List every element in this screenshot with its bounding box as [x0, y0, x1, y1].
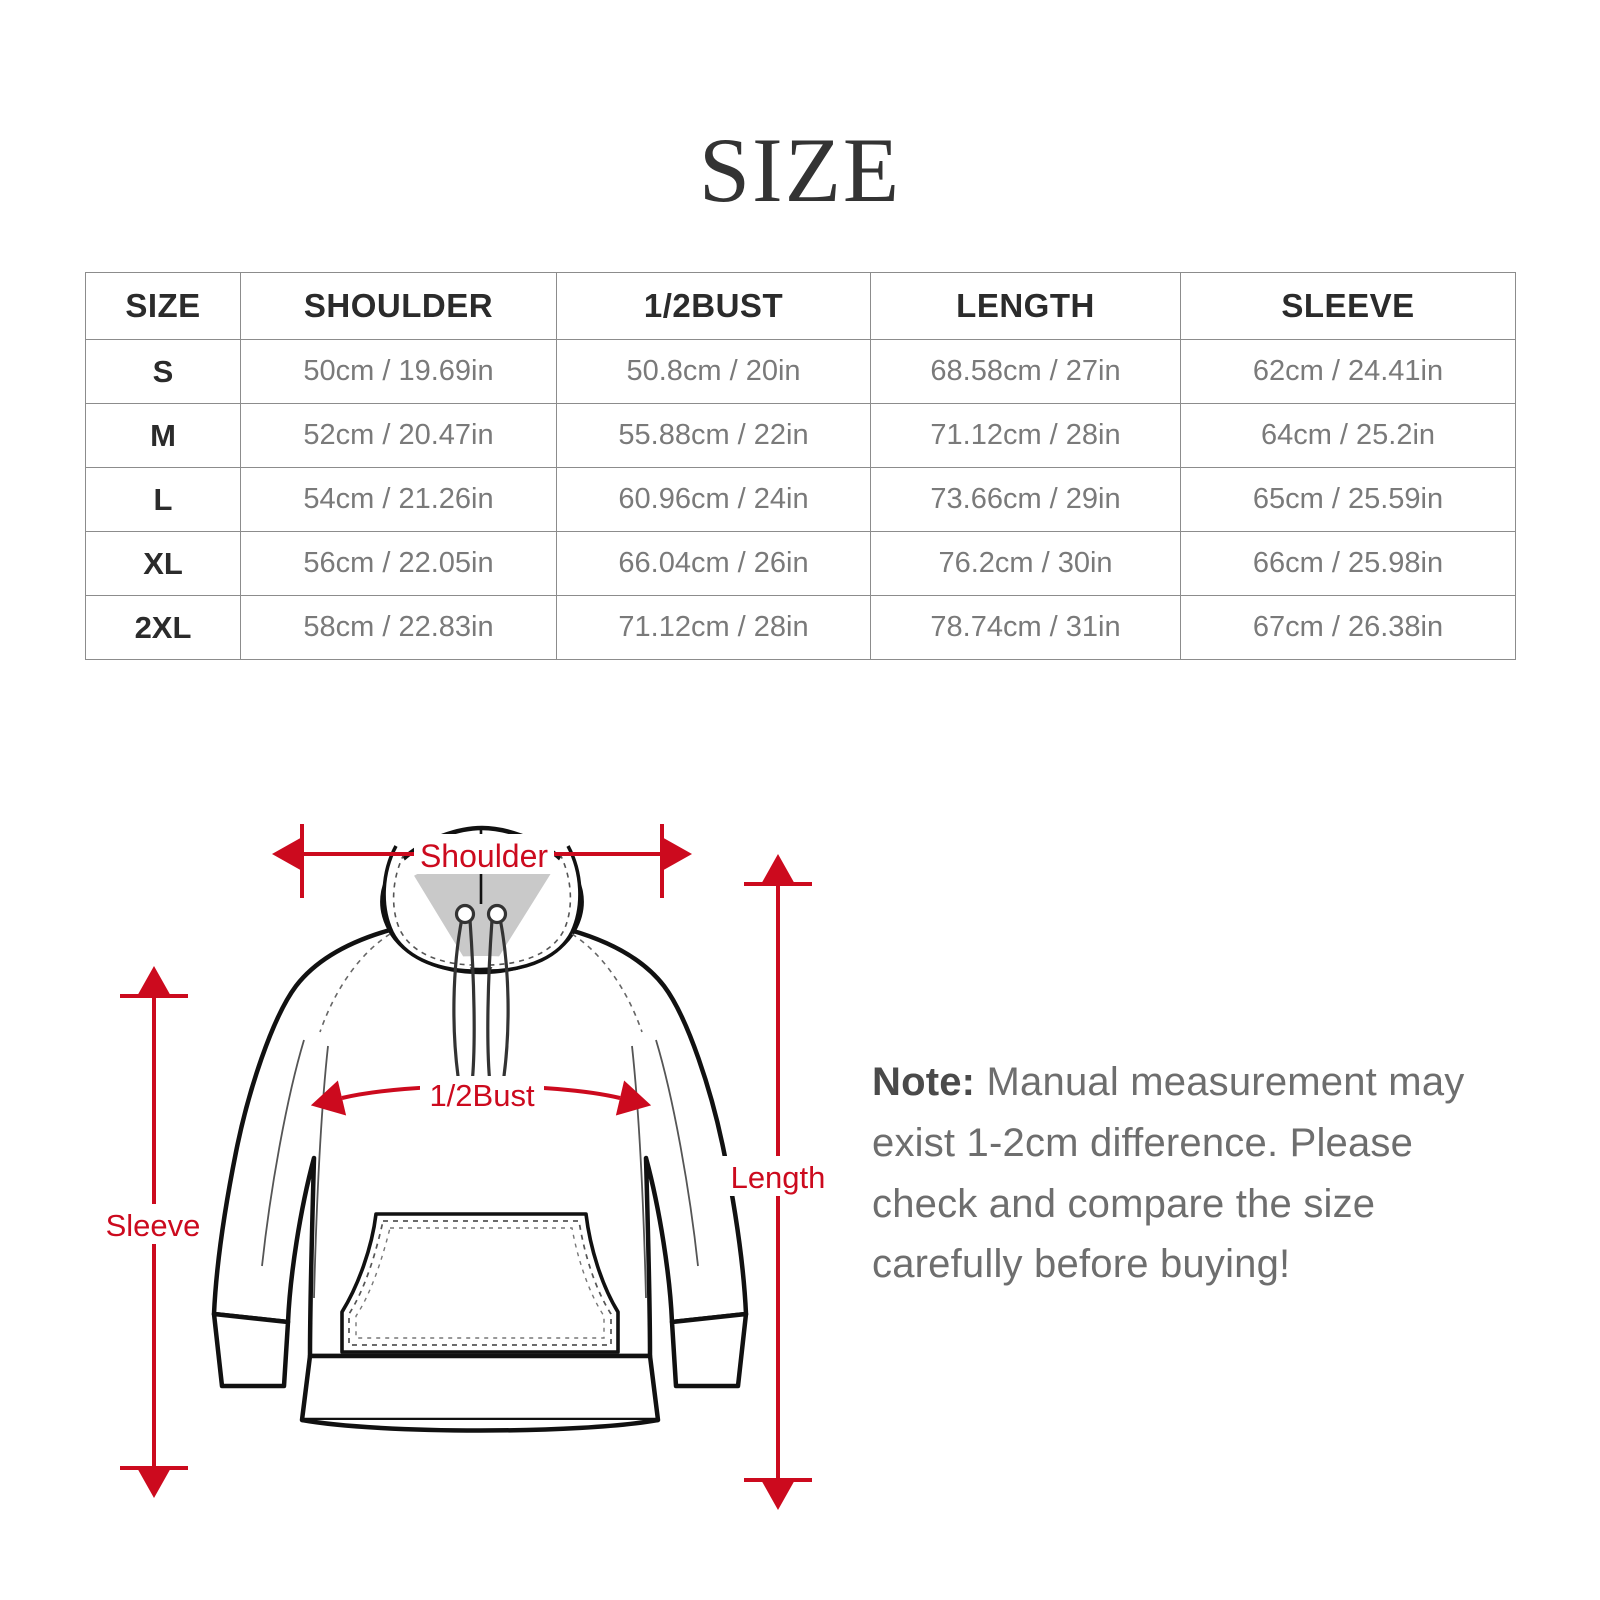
cell-length: 78.74cm / 31in	[870, 595, 1181, 660]
cell-bust: 50.8cm / 20in	[556, 339, 871, 404]
body-drape-left	[313, 1045, 329, 1299]
length-label: Length	[731, 1160, 826, 1195]
note-label: Note:	[872, 1060, 976, 1104]
table-header-row: SIZE SHOULDER 1/2BUST LENGTH SLEEVE	[85, 272, 1516, 340]
cell-size: L	[85, 467, 241, 532]
measure-shoulder: Shoulder	[272, 824, 692, 898]
measure-length: Length	[716, 854, 840, 1510]
measure-bust: 1/2Bust	[310, 1076, 652, 1116]
cell-shoulder: 54cm / 21.26in	[240, 467, 557, 532]
table-row: 2XL 58cm / 22.83in 71.12cm / 28in 78.74c…	[85, 595, 1516, 660]
hood-stitch-right	[489, 853, 572, 966]
cell-sleeve: 64cm / 25.2in	[1180, 403, 1516, 468]
shoulder-label: Shoulder	[420, 838, 548, 874]
column-header-length: LENGTH	[870, 272, 1181, 340]
cell-bust: 60.96cm / 24in	[556, 467, 871, 532]
measurement-diagram: Shoulder 1/2Bust Sleeve Length	[90, 800, 890, 1520]
cell-shoulder: 52cm / 20.47in	[240, 403, 557, 468]
cell-size: M	[85, 403, 241, 468]
page-title: SIZE	[698, 119, 902, 221]
note-text: Manual measurement may exist 1-2cm diffe…	[872, 1060, 1465, 1287]
body-drape-right	[631, 1045, 647, 1299]
measurement-note: Note: Manual measurement may exist 1-2cm…	[872, 1052, 1492, 1295]
cell-sleeve: 66cm / 25.98in	[1180, 531, 1516, 596]
bust-label: 1/2Bust	[429, 1078, 535, 1113]
column-header-shoulder: SHOULDER	[240, 272, 557, 340]
cell-shoulder: 58cm / 22.83in	[240, 595, 557, 660]
table-row: M 52cm / 20.47in 55.88cm / 22in 71.12cm …	[85, 403, 1516, 468]
pocket-stitch-inner	[355, 1227, 605, 1339]
cell-size: XL	[85, 531, 241, 596]
column-header-bust: 1/2BUST	[556, 272, 871, 340]
size-chart-table: SIZE SHOULDER 1/2BUST LENGTH SLEEVE S 50…	[85, 272, 1516, 660]
cell-bust: 55.88cm / 22in	[556, 403, 871, 468]
hood-stitch-left	[392, 853, 473, 966]
eyelet-right	[486, 903, 508, 925]
cell-shoulder: 50cm / 19.69in	[240, 339, 557, 404]
table-row: XL 56cm / 22.05in 66.04cm / 26in 76.2cm …	[85, 531, 1516, 596]
cell-size: 2XL	[85, 595, 241, 660]
hoodie-illustration	[211, 825, 749, 1433]
shoulder-seam-right	[571, 933, 643, 1033]
cell-shoulder: 56cm / 22.05in	[240, 531, 557, 596]
table-row: S 50cm / 19.69in 50.8cm / 20in 68.58cm /…	[85, 339, 1516, 404]
measure-sleeve: Sleeve	[96, 966, 210, 1498]
cell-sleeve: 62cm / 24.41in	[1180, 339, 1516, 404]
cell-sleeve: 65cm / 25.59in	[1180, 467, 1516, 532]
cell-length: 71.12cm / 28in	[870, 403, 1181, 468]
cell-bust: 71.12cm / 28in	[556, 595, 871, 660]
hoodie-body	[211, 927, 749, 1359]
sleeve-fold-left	[261, 1039, 305, 1267]
sleeve-label: Sleeve	[106, 1208, 201, 1243]
cuff-left	[211, 1311, 291, 1389]
column-header-sleeve: SLEEVE	[1180, 272, 1516, 340]
cuff-right	[669, 1311, 749, 1389]
cell-length: 73.66cm / 29in	[870, 467, 1181, 532]
column-header-size: SIZE	[85, 272, 241, 340]
kangaroo-pocket	[340, 1212, 620, 1354]
cell-bust: 66.04cm / 26in	[556, 531, 871, 596]
hem-ribbing-curve	[301, 1417, 659, 1433]
cell-length: 76.2cm / 30in	[870, 531, 1181, 596]
cell-length: 68.58cm / 27in	[870, 339, 1181, 404]
cell-size: S	[85, 339, 241, 404]
table-row: L 54cm / 21.26in 60.96cm / 24in 73.66cm …	[85, 467, 1516, 532]
cell-sleeve: 67cm / 26.38in	[1180, 595, 1516, 660]
pocket-stitch	[348, 1220, 612, 1346]
eyelet-left	[454, 903, 476, 925]
sleeve-fold-right	[655, 1039, 699, 1267]
shoulder-seam-left	[319, 933, 391, 1033]
hem-ribbing	[299, 1353, 661, 1423]
